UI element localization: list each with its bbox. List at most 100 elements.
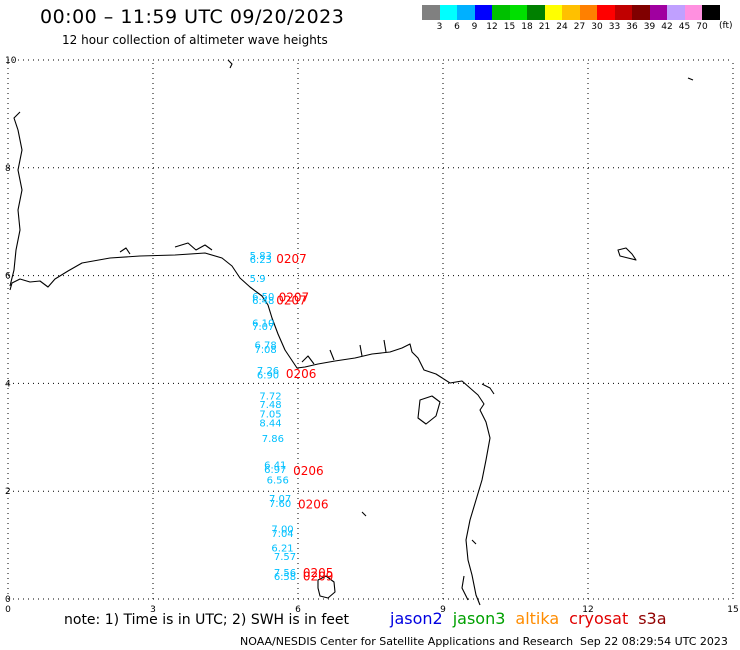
legend-tick: 18 [521,22,533,32]
wave-height-label: 5.9 [250,274,266,285]
pass-id-label: 0209 [303,570,334,584]
wave-height-label: 7.26 [257,366,279,377]
legend-swatch [684,5,702,20]
coastline [9,59,694,606]
legend-tick: 24 [556,22,568,32]
satellite-legend: jason2 jason3 altika cryosat s3a [390,609,677,628]
legend-tick: 21 [538,22,551,32]
wave-height-label: 6.21 [271,544,293,555]
x-tick-label: 12 [582,605,593,615]
satellite-altika: altika [515,609,560,628]
island-small-1 [361,511,367,517]
island-east [417,395,441,425]
wave-height-label: 7.07 [252,322,274,333]
legend-tick: 30 [591,22,603,32]
wave-height-label: 6.10 [252,318,274,329]
satellite-s3a: s3a [638,609,667,628]
wave-height-label: 6.97 [264,465,286,476]
y-tick-label: 0 [5,595,11,605]
legend-swatch [649,5,667,20]
legend-tick: 15 [503,22,516,32]
y-tick-label: 6 [5,272,11,282]
axis-labels: 0 3 6 9 12 15 0 2 4 6 8 10 [5,56,739,615]
satellite-jason2: jason2 [390,609,443,628]
legend-swatch [492,5,510,20]
legend-swatch [422,5,440,20]
wave-height-label: 6.50 [252,292,274,303]
legend-tick: 42 [661,22,673,32]
wave-height-label: 7.48 [259,400,281,411]
y-tick-label: 10 [5,56,17,66]
legend-swatch [579,5,597,20]
legend-tick: 3 [436,22,443,32]
map-title: 00:00 – 11:59 UTC 09/20/2023 [40,6,345,28]
legend-tick: 9 [471,22,478,32]
coastline-main [9,252,491,606]
wave-height-label: 6.58 [274,572,296,583]
legend-tick: 12 [486,22,498,32]
legend-tick: 45 [678,22,691,32]
legend-swatch [667,5,685,20]
x-tick-label: 3 [150,605,156,615]
legend-swatch [632,5,650,20]
legend-swatch [457,5,475,20]
island-south [317,575,336,599]
satellite-jason3: jason3 [452,609,506,628]
legend-swatch [474,5,492,20]
credit-text: NOAA/NESDIS Center for Satellite Applica… [240,635,574,648]
legend-swatch [597,5,615,20]
pass-id-label: 0206 [293,464,324,478]
wave-height-label: 8.44 [259,419,281,430]
legend-swatches [422,5,720,20]
legend-swatch [614,5,632,20]
pass-id-label: 0207 [279,290,310,304]
wave-height-label: 7.07 [269,494,291,505]
wave-height-label: 5.83 [250,251,272,262]
wave-height-label: 6.41 [264,461,286,472]
wave-height-label: 7.56 [274,568,296,579]
island-small-2 [471,539,477,545]
generated-timestamp: Sep 22 08:29:54 UTC 2023 [580,635,728,648]
wave-height-label: 7.00 [271,525,293,536]
legend-swatch [527,5,545,20]
legend-unit: (ft) [719,21,733,31]
legend-swatch [509,5,527,20]
pass-id-label: 0207 [276,294,307,308]
wave-height-label: 6.90 [257,371,279,382]
map-grid [7,59,734,600]
legend-tick: 33 [608,22,621,32]
coastline-east-bend [481,383,495,395]
coastline-west [9,111,23,287]
wave-height-label: 7.04 [271,529,293,540]
island-ne [617,247,637,261]
y-tick-label: 8 [5,164,11,174]
wave-height-label: 6.23 [250,255,272,266]
island-top [227,59,233,69]
legend-tick: 36 [626,22,638,32]
wave-height-label: 7.05 [259,409,281,420]
satellite-cryosat: cryosat [569,609,629,628]
legend-tick: 39 [643,22,656,32]
pass-id-label: 0206 [298,497,329,511]
x-tick-label: 6 [295,605,301,615]
legend-swatch [439,5,457,20]
wave-height-label: 7.08 [255,345,277,356]
footer-note: note: 1) Time is in UTC; 2) SWH is in fe… [64,612,350,628]
wave-height-label: 7.86 [262,434,284,445]
legend-swatch [544,5,562,20]
color-legend: 3 6 9 12 15 18 21 24 27 30 33 36 39 42 45 70 [422,5,720,34]
legend-tick: 70 [696,22,708,32]
x-tick-label: 15 [727,605,738,615]
pass-id-label: 0207 [276,252,307,266]
wave-height-label: 6.48 [252,296,274,307]
island-top-right [687,77,694,81]
legend-swatch [562,5,580,20]
pass-id-label: 0206 [286,367,317,381]
x-tick-label: 0 [5,605,11,615]
wave-height-label: 7.72 [259,392,281,403]
x-tick-label: 9 [440,605,446,615]
legend-tick: 27 [573,22,586,32]
map-subtitle: 12 hour collection of altimeter wave hei… [62,33,328,47]
